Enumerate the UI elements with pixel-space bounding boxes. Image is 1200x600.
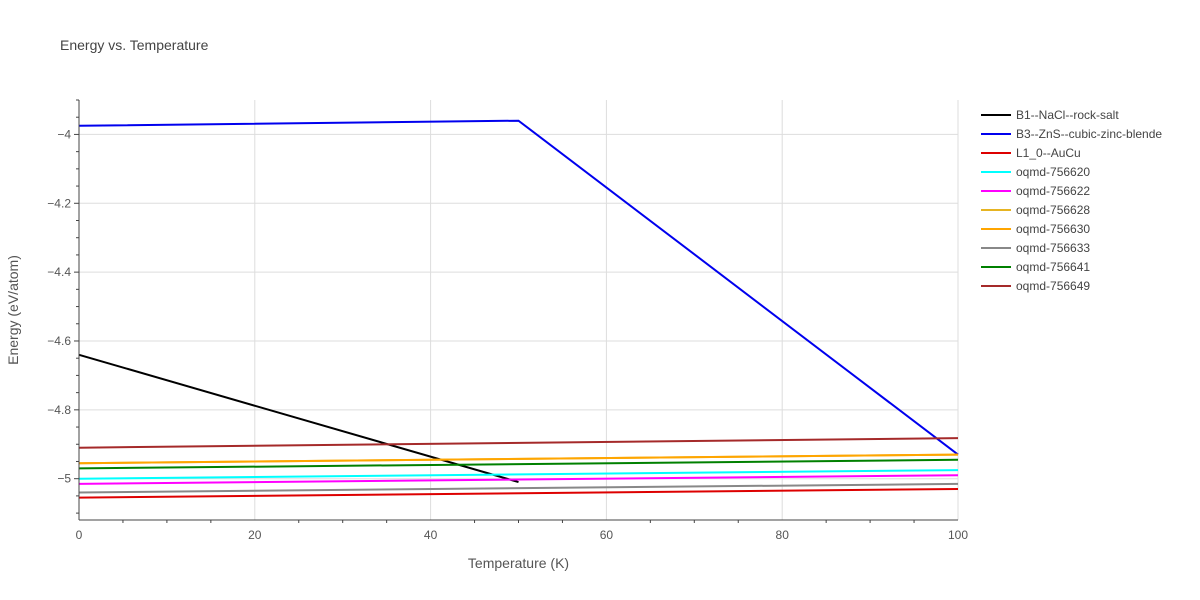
chart-title: Energy vs. Temperature xyxy=(60,37,209,53)
y-tick-label: −5 xyxy=(57,472,71,486)
legend-label: L1_0--AuCu xyxy=(1016,146,1081,160)
x-tick-label: 60 xyxy=(600,528,614,542)
y-tick-label: −4 xyxy=(57,127,71,141)
axes xyxy=(78,100,958,521)
legend-item-8[interactable]: oqmd-756641 xyxy=(981,260,1090,274)
series-line-2[interactable] xyxy=(78,488,959,499)
legend-label: oqmd-756649 xyxy=(1016,279,1090,293)
x-axis-label: Temperature (K) xyxy=(468,555,569,571)
series-line-0[interactable] xyxy=(78,353,519,484)
legend-label: B1--NaCl--rock-salt xyxy=(1016,108,1119,122)
series-line-6[interactable] xyxy=(78,453,959,465)
legend-item-6[interactable]: oqmd-756630 xyxy=(981,222,1090,236)
legend-item-4[interactable]: oqmd-756622 xyxy=(981,184,1090,198)
series-line-8[interactable] xyxy=(78,458,959,470)
legend-label: oqmd-756630 xyxy=(1016,222,1090,236)
y-axis-label: Energy (eV/atom) xyxy=(5,255,21,365)
y-tick-label: −4.2 xyxy=(47,196,71,210)
x-tick-label: 0 xyxy=(76,528,83,542)
x-tick-label: 100 xyxy=(948,528,968,542)
legend[interactable]: B1--NaCl--rock-salt B3--ZnS--cubic-zinc-b… xyxy=(981,108,1162,293)
series-line-4[interactable] xyxy=(78,474,959,485)
legend-item-3[interactable]: oqmd-756620 xyxy=(981,165,1090,179)
legend-item-2[interactable]: L1_0--AuCu xyxy=(981,146,1081,160)
legend-label: oqmd-756620 xyxy=(1016,165,1090,179)
legend-item-5[interactable]: oqmd-756628 xyxy=(981,203,1090,217)
x-axis-ticks: 0 20 40 60 80 100 xyxy=(76,520,968,542)
grid-lines xyxy=(79,100,959,520)
series-line-1[interactable] xyxy=(78,119,959,456)
x-tick-label: 40 xyxy=(424,528,438,542)
y-tick-label: −4.8 xyxy=(47,403,71,417)
legend-item-9[interactable]: oqmd-756649 xyxy=(981,279,1090,293)
legend-item-0[interactable]: B1--NaCl--rock-salt xyxy=(981,108,1119,122)
legend-label: oqmd-756622 xyxy=(1016,184,1090,198)
x-tick-label: 20 xyxy=(248,528,262,542)
legend-item-1[interactable]: B3--ZnS--cubic-zinc-blende xyxy=(981,127,1162,141)
y-tick-label: −4.6 xyxy=(47,334,71,348)
y-axis-ticks: −4 −4.2 −4.4 −4.6 −4.8 −5 xyxy=(47,99,79,514)
legend-label: oqmd-756633 xyxy=(1016,241,1090,255)
series-lines xyxy=(78,119,959,499)
series-line-3[interactable] xyxy=(78,469,959,480)
series-line-9[interactable] xyxy=(78,437,959,449)
series-line-7[interactable] xyxy=(78,482,959,494)
legend-item-7[interactable]: oqmd-756633 xyxy=(981,241,1090,255)
legend-label: oqmd-756641 xyxy=(1016,260,1090,274)
legend-label: B3--ZnS--cubic-zinc-blende xyxy=(1016,127,1162,141)
legend-label: oqmd-756628 xyxy=(1016,203,1090,217)
y-tick-label: −4.4 xyxy=(47,265,71,279)
x-tick-label: 80 xyxy=(776,528,790,542)
